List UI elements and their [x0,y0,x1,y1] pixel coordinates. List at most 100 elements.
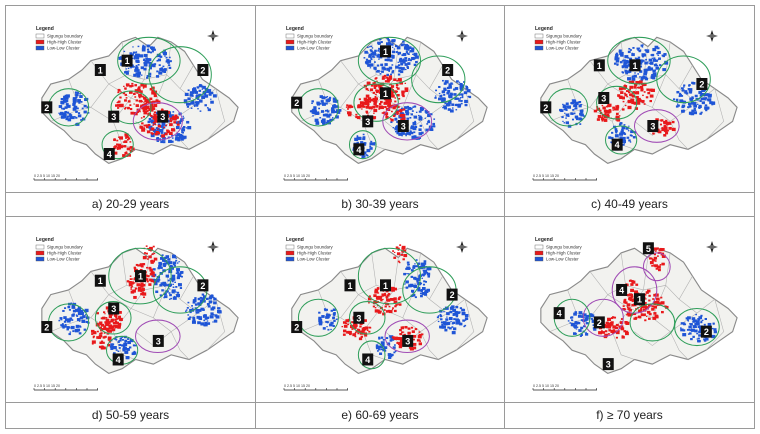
low-low-cell [457,311,460,314]
high-high-cell [633,101,638,105]
low-low-cell [336,110,341,114]
low-low-cell [160,130,164,133]
low-low-cell [113,346,117,350]
low-low-cell [81,319,86,323]
high-high-cell [391,336,395,339]
region-label: 4 [615,140,620,150]
low-low-cell [155,75,160,78]
region-label: 3 [365,117,370,127]
high-high-cell [633,317,637,320]
low-low-cell [569,322,572,324]
high-high-cell [365,110,369,113]
high-high-cell [144,274,148,277]
low-low-cell [410,126,414,130]
low-low-cell [167,279,170,282]
low-low-cell [71,314,75,317]
low-low-cell [72,107,77,111]
low-low-cell [73,105,78,109]
low-low-cell [401,54,404,57]
low-low-cell [397,132,401,135]
low-low-cell [199,299,203,302]
low-low-cell [69,116,73,119]
low-low-cell [191,305,193,307]
low-low-cell [700,321,703,324]
high-high-cell [372,116,377,119]
high-high-cell [615,107,619,111]
low-low-cell [204,323,208,327]
high-high-cell [384,305,387,308]
high-high-cell [399,244,402,246]
high-high-cell [128,281,132,284]
region-label-box [593,59,605,72]
high-high-cell [164,132,168,136]
high-high-cell [107,343,111,347]
low-low-cell [442,79,444,82]
high-high-cell [115,321,120,325]
low-low-cell [406,131,411,135]
low-low-cell [76,326,78,328]
low-low-cell [370,50,373,53]
high-high-cell [630,288,634,292]
low-low-cell [641,53,646,57]
low-low-cell [206,316,210,320]
low-low-cell [311,102,313,105]
low-low-cell [326,110,330,113]
low-low-cell [186,105,190,108]
low-low-cell [393,351,396,354]
low-low-cell [655,66,660,70]
high-high-cell [627,99,632,104]
low-low-cell [197,297,201,301]
high-high-cell [150,261,154,264]
low-low-cell [397,61,400,63]
low-low-cell [169,264,173,268]
low-low-cell [206,322,211,325]
low-low-cell [213,319,218,323]
high-high-cell [649,88,653,92]
low-low-cell [171,137,174,139]
high-high-cell [643,103,646,105]
low-low-cell [176,270,179,272]
low-low-cell [142,59,145,61]
low-low-cell [335,109,338,111]
high-high-cell [378,102,382,106]
low-low-cell [380,38,382,41]
district-boundary [705,299,725,351]
low-low-cell [182,135,187,139]
high-high-cell [660,119,664,122]
low-low-cell [648,62,650,64]
low-low-cell [427,275,431,278]
high-high-cell [371,107,373,110]
low-low-cell [449,327,452,330]
high-high-cell [654,314,659,318]
low-low-cell [199,317,203,321]
high-high-cell [641,99,645,103]
low-low-cell [619,136,623,140]
high-high-cell [377,304,379,307]
low-low-cell [195,103,199,106]
low-low-cell [326,326,328,328]
high-high-cell [387,98,392,103]
low-low-cell [464,317,469,321]
low-low-cell [152,64,156,68]
low-low-cell [632,136,636,139]
low-low-cell [71,319,74,321]
high-high-cell [398,303,402,306]
low-low-cell [197,303,200,305]
low-low-cell [172,286,175,288]
low-low-cell [580,326,584,330]
low-low-cell [150,115,154,119]
high-high-cell [607,322,612,326]
low-low-cell [144,59,148,63]
low-low-cell [633,74,637,78]
high-high-cell [619,325,624,329]
region-label-box [157,110,169,123]
low-low-cell [562,103,564,105]
high-high-cell [123,145,127,148]
low-low-cell [397,54,400,56]
low-low-cell [367,63,371,67]
region-label-box [94,274,106,287]
high-high-cell [642,94,644,97]
low-low-cell [330,321,334,325]
high-high-cell [124,99,127,102]
low-low-cell [688,111,693,115]
